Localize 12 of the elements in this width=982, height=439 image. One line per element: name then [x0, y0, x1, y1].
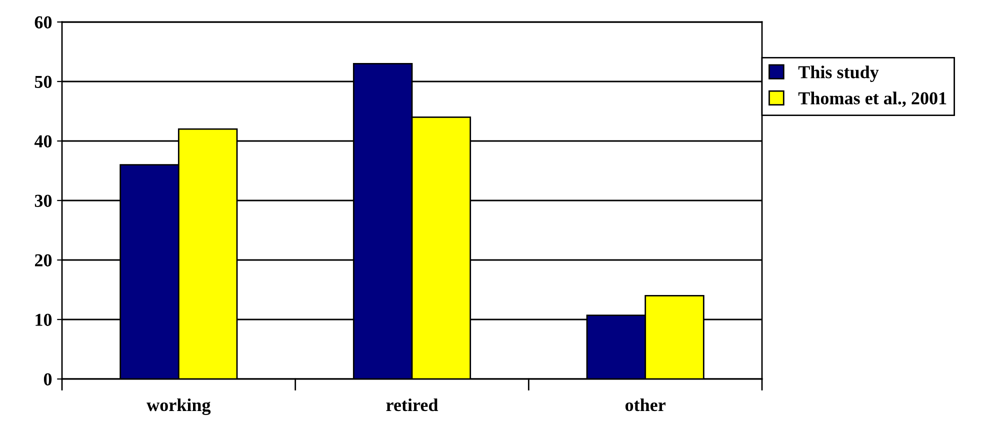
- y-tick-label: 60: [34, 16, 52, 28]
- y-tick-label: 40: [34, 135, 52, 148]
- x-tick-label: retired: [386, 398, 438, 412]
- legend-label: This study: [798, 66, 879, 82]
- x-tick-label: other: [625, 398, 666, 412]
- y-tick-label: 0: [44, 373, 52, 386]
- y-tick-label: 10: [36, 314, 52, 326]
- y-tick-label: 20: [34, 254, 52, 266]
- y-tick-label: 50: [34, 76, 52, 88]
- x-tick-label: working: [146, 398, 211, 415]
- y-tick-label: 30: [34, 194, 52, 207]
- legend-label: Thomas et al., 2001: [798, 92, 946, 108]
